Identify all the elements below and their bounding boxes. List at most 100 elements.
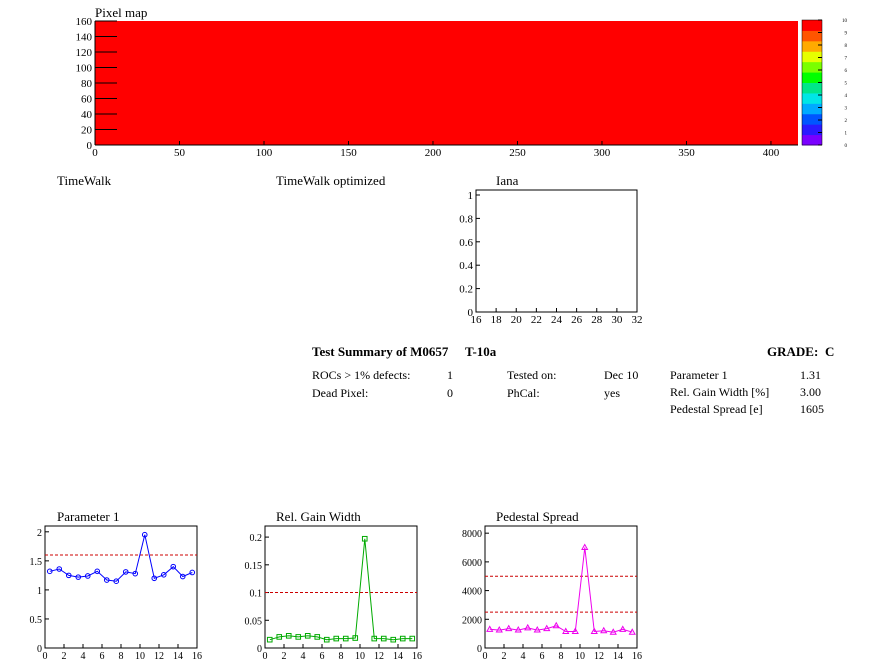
x-tick-label: 0 (43, 651, 48, 662)
data-point (495, 626, 503, 633)
x-tick-label: 30 (611, 314, 623, 326)
y-tick-label: 6000 (462, 558, 482, 569)
data-point (600, 626, 608, 634)
data-point (562, 627, 570, 634)
palette-label: 8 (845, 44, 848, 49)
x-tick-label: 300 (594, 147, 611, 159)
x-tick-label: 12 (154, 651, 164, 662)
palette-label: 9 (845, 32, 848, 37)
x-tick-label: 8 (559, 651, 564, 662)
summary-value: yes (604, 386, 620, 400)
data-point (266, 636, 273, 643)
plot-frame (44, 525, 198, 649)
x-tick-label: 16 (471, 314, 483, 326)
x-tick-label: 2 (502, 651, 507, 662)
pedestal-spread-chart: 0 2 4 6 8 10 12 14 16 0 2000 4000 6000 8000 (462, 525, 642, 662)
palette-label: 2 (845, 119, 848, 124)
y-tick-label: 1 (37, 586, 42, 597)
x-tick-label: 10 (135, 651, 145, 662)
data-point (314, 634, 321, 640)
x-tick-label: 2 (282, 651, 287, 662)
y-tick-label: 0.2 (459, 284, 473, 296)
y-tick-label: 120 (76, 47, 93, 59)
data-point (628, 628, 636, 635)
data-point (122, 569, 129, 575)
palette-label: 7 (845, 57, 848, 62)
data-point (333, 635, 340, 642)
data-point (179, 573, 186, 580)
palette-band (802, 20, 822, 31)
palette-band (802, 124, 822, 136)
plot-frame (484, 525, 638, 649)
data-point (342, 635, 349, 642)
iana-plot: 16 18 20 22 24 26 28 30 32 0 0.2 0.4 0.6 0.8 1 (459, 189, 643, 326)
x-tick-label: 22 (531, 314, 542, 326)
iana-frame (475, 189, 638, 313)
data-point (141, 531, 148, 538)
data-point (103, 577, 110, 583)
x-tick-label: 6 (100, 651, 105, 662)
y-tick-label: 80 (81, 78, 93, 90)
x-tick-label: 0 (263, 651, 268, 662)
palette-label: 10 (842, 19, 848, 24)
summary-value: 1.31 (800, 368, 821, 382)
y-tick-label: 0 (87, 140, 93, 152)
data-point (609, 628, 617, 635)
palette-band (802, 30, 822, 42)
data-point (75, 574, 82, 580)
x-tick-label: 400 (763, 147, 780, 159)
x-tick-label: 8 (119, 651, 124, 662)
x-tick-label: 0 (92, 147, 98, 159)
summary-label: Parameter 1 (670, 368, 728, 382)
timewalk-optimized-title: TimeWalk optimized (276, 173, 386, 188)
palette-band (802, 61, 822, 73)
data-point (552, 621, 560, 629)
y-tick-label: 1.5 (30, 557, 43, 568)
rel-gain-width-chart: 0 2 4 6 8 10 12 14 16 0 0.05 0.1 0.15 0.2 (245, 525, 422, 662)
x-tick-label: 2 (62, 651, 67, 662)
x-tick-label: 10 (355, 651, 365, 662)
grade-value: C (825, 344, 835, 359)
data-point (151, 575, 158, 582)
parameter1-chart: 0 2 4 6 8 10 12 14 16 0 0.5 1 1.5 2 (30, 525, 202, 662)
data-point (285, 633, 292, 639)
data-point (189, 569, 196, 576)
data-point (113, 578, 120, 584)
pixel-map-title: Pixel map (95, 5, 148, 20)
palette-label: 6 (845, 69, 848, 74)
x-tick-label: 16 (192, 651, 202, 662)
pixel-map: 0 50 100 150 200 250 300 350 4000204060801001201… (76, 16, 848, 159)
palette-band (802, 113, 822, 125)
summary-label: Rel. Gain Width [%] (670, 385, 770, 399)
y-tick-label: 140 (76, 32, 93, 44)
x-tick-label: 6 (540, 651, 545, 662)
summary-label: ROCs > 1% defects: (312, 368, 411, 382)
data-point (533, 626, 541, 633)
y-tick-label: 0.5 (30, 615, 43, 626)
data-point (160, 572, 167, 578)
palette-band (802, 40, 822, 52)
data-point (94, 568, 101, 575)
y-tick-label: 4000 (462, 587, 482, 598)
y-tick-label: 0.8 (459, 213, 473, 225)
x-tick-label: 4 (301, 651, 306, 662)
data-point (352, 635, 359, 641)
x-tick-label: 8 (339, 651, 344, 662)
y-tick-label: 0.1 (250, 589, 263, 600)
data-point (399, 635, 406, 642)
data-point (56, 566, 63, 572)
x-tick-label: 10 (575, 651, 585, 662)
data-point (295, 634, 302, 640)
data-point (361, 535, 368, 542)
x-tick-label: 4 (81, 651, 86, 662)
x-tick-label: 16 (412, 651, 422, 662)
summary-title: Test Summary of M0657 (312, 344, 449, 359)
x-tick-label: 14 (173, 651, 183, 662)
x-tick-label: 32 (632, 314, 643, 326)
plot-frame (264, 525, 418, 649)
palette-label: 4 (845, 94, 848, 99)
pixel-map-fill (95, 21, 798, 145)
x-tick-label: 24 (551, 314, 563, 326)
data-point (571, 627, 579, 634)
grade-label: GRADE: (767, 344, 819, 359)
